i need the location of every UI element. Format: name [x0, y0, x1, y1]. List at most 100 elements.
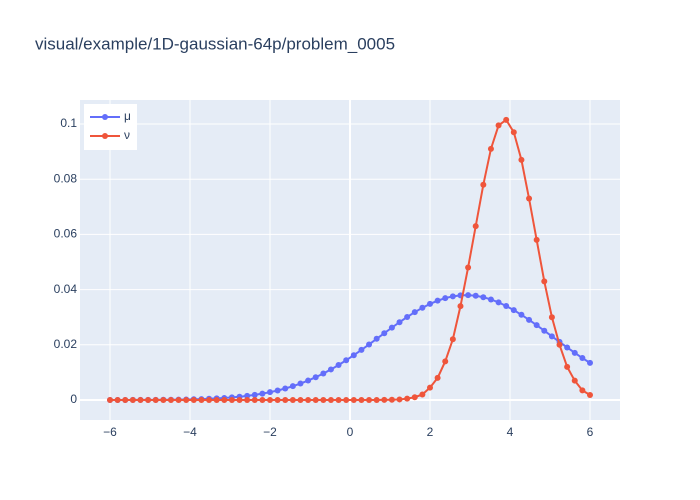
- x-tick-label: 2: [427, 425, 434, 439]
- point: [274, 396, 281, 403]
- point: [297, 396, 304, 403]
- point: [495, 122, 502, 129]
- point: [244, 396, 251, 403]
- point: [465, 264, 472, 271]
- point: [373, 335, 380, 342]
- point: [419, 391, 426, 398]
- point: [465, 292, 472, 299]
- point: [335, 362, 342, 369]
- legend-label: μ: [124, 109, 131, 123]
- point: [343, 396, 350, 403]
- point: [221, 396, 228, 403]
- x-tick-label: 6: [587, 425, 594, 439]
- point: [404, 314, 411, 321]
- point: [587, 392, 593, 399]
- point: [350, 352, 357, 359]
- x-tick-label: 0: [347, 425, 354, 439]
- point: [244, 392, 251, 399]
- chart-title: visual/example/1D-gaussian-64p/problem_0…: [35, 34, 395, 53]
- x-tick-label: 4: [507, 425, 514, 439]
- point: [487, 145, 494, 152]
- point: [358, 396, 365, 403]
- point: [510, 307, 517, 314]
- point: [411, 394, 418, 401]
- legend-box: [84, 104, 137, 150]
- point: [251, 396, 258, 403]
- point: [457, 303, 464, 310]
- point: [442, 358, 449, 365]
- point: [518, 156, 525, 163]
- point: [251, 391, 258, 398]
- point: [267, 389, 273, 396]
- point: [388, 396, 395, 403]
- point: [449, 336, 456, 343]
- point: [495, 299, 502, 306]
- y-tick-label: 0.04: [54, 282, 78, 296]
- point: [289, 383, 296, 390]
- point: [175, 396, 182, 403]
- point: [480, 181, 487, 188]
- point: [274, 387, 281, 394]
- point: [541, 327, 548, 334]
- point: [366, 341, 373, 348]
- point: [107, 396, 113, 403]
- legend: μν: [84, 104, 137, 150]
- point: [533, 322, 540, 329]
- point: [267, 396, 273, 403]
- series-line: [110, 118, 591, 401]
- point: [358, 346, 365, 353]
- point: [427, 300, 433, 307]
- point: [312, 374, 319, 381]
- point: [305, 396, 312, 403]
- point: [434, 374, 441, 381]
- point: [160, 396, 167, 403]
- y-tick-label: 0: [70, 392, 77, 406]
- point: [526, 195, 533, 202]
- point: [404, 395, 411, 402]
- point: [198, 396, 205, 403]
- point: [259, 390, 266, 397]
- y-tick-label: 0.06: [54, 227, 78, 241]
- point: [518, 311, 525, 318]
- point: [434, 297, 441, 304]
- point: [236, 396, 243, 403]
- point: [579, 355, 586, 362]
- point: [388, 324, 395, 331]
- y-tick-label: 0.08: [54, 171, 78, 185]
- point: [297, 380, 304, 387]
- point: [206, 396, 213, 403]
- point: [442, 295, 449, 302]
- point: [510, 129, 517, 136]
- point: [472, 292, 479, 299]
- point: [152, 396, 159, 403]
- point: [579, 387, 586, 394]
- point: [129, 396, 136, 403]
- point: [526, 316, 533, 323]
- x-tick-label: −2: [263, 425, 277, 439]
- point: [137, 396, 144, 403]
- x-tick-label: −6: [103, 425, 117, 439]
- point: [587, 359, 593, 366]
- point: [541, 278, 548, 285]
- point: [503, 302, 510, 309]
- point: [327, 366, 334, 373]
- point: [480, 294, 487, 301]
- point: [571, 349, 578, 356]
- point: [564, 344, 571, 351]
- point: [289, 396, 296, 403]
- point: [183, 396, 190, 403]
- point: [282, 385, 289, 392]
- legend-marker: [102, 114, 108, 120]
- point: [472, 223, 479, 230]
- x-tick-label: −4: [183, 425, 197, 439]
- legend-label: ν: [124, 128, 130, 142]
- point: [411, 309, 418, 316]
- point: [335, 396, 342, 403]
- point: [167, 396, 174, 403]
- point: [114, 396, 121, 403]
- point: [381, 396, 388, 403]
- point: [503, 116, 510, 123]
- point: [122, 396, 129, 403]
- point: [228, 396, 235, 403]
